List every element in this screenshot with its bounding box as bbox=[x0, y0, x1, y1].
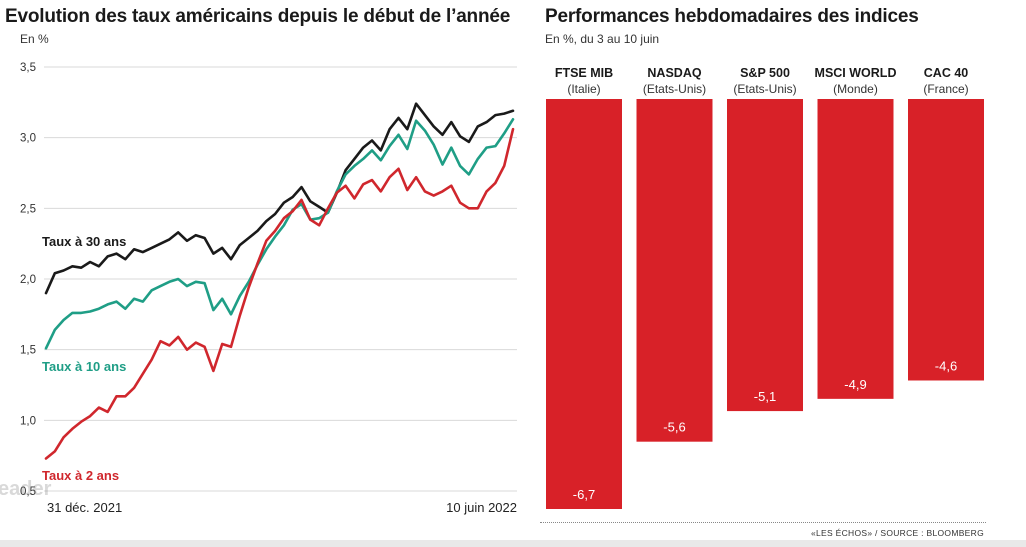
bar-category-label: CAC 40 bbox=[924, 66, 969, 80]
bar-value-label: -4,9 bbox=[844, 377, 866, 392]
series-label: Taux à 2 ans bbox=[42, 468, 119, 483]
bar-category-label: MSCI WORLD bbox=[815, 66, 897, 80]
y-tick-label: 1,5 bbox=[20, 345, 36, 357]
bar-nasdaq bbox=[636, 99, 713, 442]
bar-value-label: -5,1 bbox=[754, 389, 776, 404]
watermark: eader bbox=[0, 478, 52, 500]
bar-region-label: (Monde) bbox=[833, 82, 878, 96]
bar-region-label: (Italie) bbox=[567, 82, 600, 96]
bar-value-label: -4,6 bbox=[935, 358, 957, 373]
bar-region-label: (Etats-Unis) bbox=[733, 82, 796, 96]
bottom-strip bbox=[0, 540, 1026, 547]
bar-s-p-500 bbox=[727, 99, 803, 412]
y-tick-label: 0,5 bbox=[20, 486, 36, 498]
y-tick-label: 3,0 bbox=[20, 133, 36, 145]
bar-msci-world bbox=[817, 99, 894, 399]
bar-chart-subtitle: En %, du 3 au 10 juin bbox=[545, 32, 660, 46]
indices-bar-chart: FTSE MIB (Italie) -6,7 NASDAQ (Etats-Unis) -5… bbox=[546, 66, 984, 509]
rates-line-chart: 3,5 3,0 2,5 2,0 1,5 1,0 0,5 Taux à 30 ans Taux à… bbox=[20, 62, 517, 515]
bar-value-label: -6,7 bbox=[573, 487, 595, 502]
series-label: Taux à 10 ans bbox=[42, 359, 126, 374]
bar-category-label: FTSE MIB bbox=[555, 66, 613, 80]
bar-cac-40 bbox=[908, 99, 984, 381]
y-tick-label: 3,5 bbox=[20, 62, 36, 74]
y-tick-label: 2,5 bbox=[20, 203, 36, 215]
series-line-30y bbox=[44, 102, 515, 295]
x-end-label: 10 juin 2022 bbox=[446, 500, 517, 515]
series-label: Taux à 30 ans bbox=[42, 234, 126, 249]
line-chart-subtitle: En % bbox=[20, 32, 49, 46]
series-line-10y bbox=[44, 118, 515, 350]
bar-category-label: S&P 500 bbox=[740, 66, 790, 80]
bar-value-label: -5,6 bbox=[663, 420, 685, 435]
bar-category-label: NASDAQ bbox=[647, 66, 701, 80]
bar-chart-title: Performances hebdomadaires des indices bbox=[545, 6, 919, 27]
y-tick-label: 2,0 bbox=[20, 274, 36, 286]
line-chart-title: Evolution des taux américains depuis le … bbox=[5, 6, 511, 27]
source-credit: «LES ÉCHOS» / SOURCE : BLOOMBERG bbox=[810, 528, 984, 538]
series-line-2y bbox=[44, 127, 515, 460]
footer-rule bbox=[540, 522, 986, 523]
x-start-label: 31 déc. 2021 bbox=[47, 500, 122, 515]
bar-region-label: (France) bbox=[923, 82, 968, 96]
y-tick-label: 1,0 bbox=[20, 415, 36, 427]
bar-ftse-mib bbox=[546, 99, 622, 509]
bar-region-label: (Etats-Unis) bbox=[643, 82, 706, 96]
